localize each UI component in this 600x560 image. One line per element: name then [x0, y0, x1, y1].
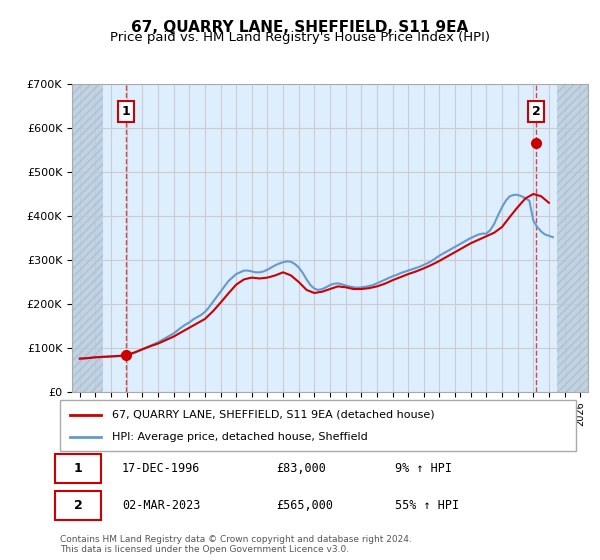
Text: 1: 1 — [74, 463, 82, 475]
Text: £83,000: £83,000 — [277, 463, 326, 475]
Text: 2: 2 — [74, 499, 82, 512]
Text: 67, QUARRY LANE, SHEFFIELD, S11 9EA (detached house): 67, QUARRY LANE, SHEFFIELD, S11 9EA (det… — [112, 409, 434, 419]
Bar — [72, 84, 103, 392]
Text: 2: 2 — [532, 105, 541, 118]
Bar — [557, 84, 588, 392]
FancyBboxPatch shape — [55, 454, 101, 483]
Text: Price paid vs. HM Land Registry's House Price Index (HPI): Price paid vs. HM Land Registry's House … — [110, 31, 490, 44]
Text: 17-DEC-1996: 17-DEC-1996 — [122, 463, 200, 475]
FancyBboxPatch shape — [60, 400, 576, 451]
Text: £565,000: £565,000 — [277, 499, 334, 512]
Text: 02-MAR-2023: 02-MAR-2023 — [122, 499, 200, 512]
Text: Contains HM Land Registry data © Crown copyright and database right 2024.
This d: Contains HM Land Registry data © Crown c… — [60, 535, 412, 554]
Text: 9% ↑ HPI: 9% ↑ HPI — [395, 463, 452, 475]
Text: HPI: Average price, detached house, Sheffield: HPI: Average price, detached house, Shef… — [112, 432, 367, 442]
Text: 67, QUARRY LANE, SHEFFIELD, S11 9EA: 67, QUARRY LANE, SHEFFIELD, S11 9EA — [131, 20, 469, 35]
FancyBboxPatch shape — [55, 491, 101, 520]
Text: 55% ↑ HPI: 55% ↑ HPI — [395, 499, 460, 512]
Text: 1: 1 — [122, 105, 130, 118]
